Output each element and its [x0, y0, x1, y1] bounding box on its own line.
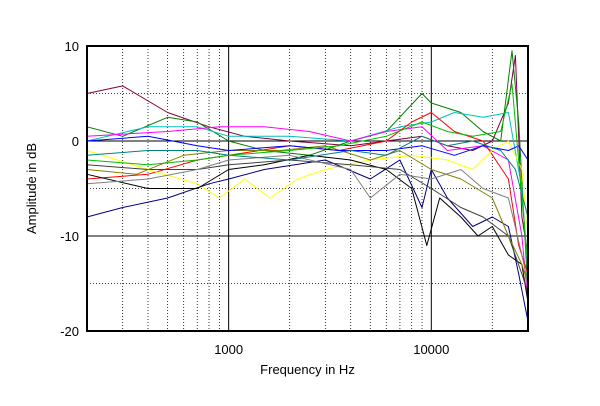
series-line-12 [86, 135, 529, 161]
y-tick-label: 10 [65, 39, 79, 54]
series-line-11 [86, 154, 529, 284]
series-line-13 [86, 135, 529, 218]
x-tick-label: 1000 [214, 342, 243, 357]
y-tick-label: -10 [60, 229, 79, 244]
series-line-14 [86, 83, 529, 265]
x-tick-label: 10000 [413, 342, 449, 357]
series-line-8 [86, 154, 529, 303]
y-tick-label: -20 [60, 324, 79, 339]
x-axis-label: Frequency in Hz [260, 362, 355, 377]
y-axis-label: Amplitude in dB [24, 143, 39, 234]
plot-frame [86, 45, 529, 332]
series-line-2 [86, 50, 529, 294]
series-line-5 [86, 112, 529, 275]
y-tick-labels: 10 0 -10 -20 [60, 39, 79, 339]
series-lines [86, 50, 529, 322]
series-line-7 [86, 159, 529, 322]
x-tick-labels: 1000 10000 [214, 342, 449, 357]
y-tick-label: 0 [72, 134, 79, 149]
series-line-1 [86, 55, 529, 256]
grid [87, 46, 528, 331]
series-line-3 [86, 112, 529, 275]
